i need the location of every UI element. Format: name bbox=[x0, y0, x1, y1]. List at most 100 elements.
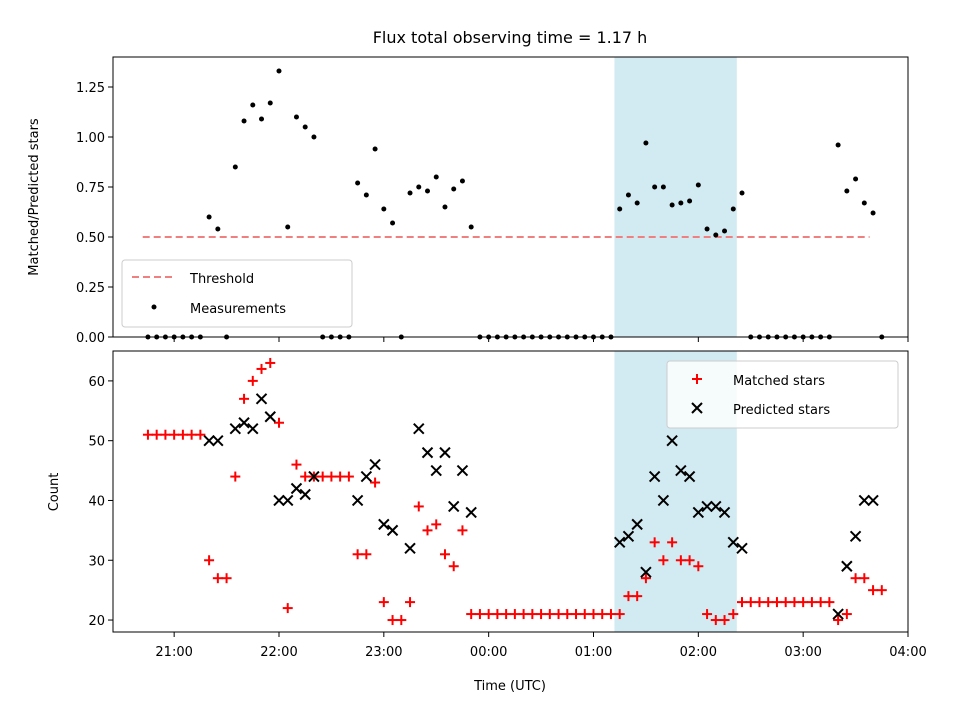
matched-star-marker bbox=[571, 609, 582, 620]
matched-star-marker bbox=[562, 609, 573, 620]
x-tick-label: 04:00 bbox=[889, 645, 926, 660]
predicted-star-marker bbox=[369, 458, 381, 471]
predicted-star-marker bbox=[299, 488, 311, 501]
predicted-legend-label: Predicted stars bbox=[733, 403, 830, 418]
measurement-point bbox=[390, 220, 396, 226]
count-y-tick-label: 30 bbox=[88, 554, 105, 569]
matched-star-marker bbox=[798, 597, 809, 608]
matched-star-marker bbox=[667, 537, 678, 548]
measurement-point bbox=[678, 200, 684, 206]
measurement-point bbox=[870, 210, 876, 216]
predicted-legend-marker bbox=[691, 402, 703, 414]
matched-star-marker bbox=[370, 477, 381, 488]
matched-star-marker bbox=[230, 471, 241, 482]
count-axes-frame bbox=[112, 350, 909, 633]
predicted-star-marker bbox=[203, 434, 215, 447]
matched-star-marker bbox=[317, 471, 328, 482]
measurement-point bbox=[302, 124, 308, 130]
measurement-point bbox=[215, 226, 221, 232]
matched-star-marker bbox=[195, 429, 206, 440]
matched-star-marker bbox=[335, 471, 346, 482]
measurement-point bbox=[669, 202, 675, 208]
count-legend-box bbox=[666, 360, 899, 429]
predicted-star-marker bbox=[404, 542, 416, 555]
matched-star-marker bbox=[876, 585, 887, 596]
measurement-point bbox=[232, 164, 238, 170]
matched-star-marker bbox=[413, 501, 424, 512]
predicted-star-marker bbox=[613, 536, 626, 549]
predicted-star-marker bbox=[448, 500, 460, 513]
matched-star-marker bbox=[239, 393, 250, 404]
matched-star-marker bbox=[649, 537, 660, 548]
matched-star-marker bbox=[597, 609, 608, 620]
measurement-point bbox=[617, 206, 623, 212]
matched-star-marker bbox=[247, 375, 258, 386]
matched-star-marker bbox=[204, 555, 215, 566]
ratio-legend-box bbox=[121, 259, 353, 328]
matched-star-marker bbox=[763, 597, 774, 608]
predicted-star-marker bbox=[675, 464, 687, 477]
matched-star-marker bbox=[745, 597, 756, 608]
matched-star-marker bbox=[771, 597, 782, 608]
matched-star-marker bbox=[780, 597, 791, 608]
matched-star-marker bbox=[169, 429, 180, 440]
matched-star-marker bbox=[378, 597, 389, 608]
ratio-y-tick-label: 1.00 bbox=[76, 131, 105, 146]
matched-star-marker bbox=[806, 597, 817, 608]
ratio-y-tick-label: 1.25 bbox=[76, 81, 105, 96]
measurement-point bbox=[293, 114, 299, 120]
matched-star-marker bbox=[737, 597, 748, 608]
measurement-point bbox=[442, 204, 448, 210]
matched-star-marker bbox=[457, 525, 468, 536]
predicted-star-marker bbox=[430, 464, 442, 477]
x-tick-label: 22:00 bbox=[260, 645, 297, 660]
measurement-point bbox=[451, 186, 457, 192]
predicted-star-marker bbox=[421, 446, 434, 459]
predicted-star-marker bbox=[255, 393, 268, 405]
ratio-y-tick-label: 0.00 bbox=[76, 331, 105, 346]
matched-star-marker bbox=[614, 609, 625, 620]
ratio-y-tick-label: 0.25 bbox=[76, 281, 105, 296]
measurement-point bbox=[241, 118, 247, 124]
predicted-star-marker bbox=[648, 470, 661, 483]
matched-star-marker bbox=[588, 609, 599, 620]
matched-star-marker bbox=[632, 591, 643, 602]
matched-star-marker bbox=[396, 615, 407, 626]
matched-star-marker bbox=[553, 609, 564, 620]
matched-star-marker bbox=[579, 609, 590, 620]
matched-star-marker bbox=[326, 471, 337, 482]
matched-star-marker bbox=[352, 549, 363, 560]
matched-star-marker bbox=[754, 597, 765, 608]
matched-star-marker bbox=[282, 603, 293, 614]
measurement-point bbox=[355, 180, 361, 186]
measurement-point bbox=[416, 184, 422, 190]
predicted-star-marker bbox=[282, 494, 294, 507]
predicted-star-marker bbox=[858, 494, 871, 507]
matched-legend-swatch bbox=[692, 374, 702, 384]
measurement-point bbox=[425, 188, 431, 194]
x-tick-label: 01:00 bbox=[575, 645, 612, 660]
predicted-star-marker bbox=[247, 423, 259, 435]
threshold-legend-label: Threshold bbox=[189, 272, 254, 287]
matched-star-marker bbox=[422, 525, 433, 536]
predicted-star-marker bbox=[841, 560, 853, 572]
count-y-tick-label: 20 bbox=[88, 614, 105, 629]
count-y-tick-label: 50 bbox=[88, 435, 105, 450]
chart-title: Flux total observing time = 1.17 h bbox=[373, 28, 648, 47]
predicted-star-marker bbox=[736, 542, 748, 555]
predicted-star-marker bbox=[456, 464, 469, 477]
measurement-point bbox=[250, 102, 256, 108]
predicted-star-markers bbox=[203, 393, 879, 620]
measurement-point bbox=[652, 184, 658, 190]
matched-star-marker bbox=[474, 609, 485, 620]
predicted-star-marker bbox=[701, 500, 713, 513]
predicted-star-marker bbox=[238, 417, 250, 429]
matched-star-marker bbox=[160, 429, 171, 440]
matched-star-marker bbox=[850, 573, 861, 584]
matched-star-marker bbox=[675, 555, 686, 566]
ratio-axis-ticks: 0.00 0.25 0.50 0.75 1.00 1.25 bbox=[76, 81, 909, 346]
predicted-star-marker bbox=[710, 500, 722, 513]
predicted-star-marker bbox=[832, 608, 844, 620]
matched-star-marker bbox=[291, 459, 302, 470]
matched-star-marker bbox=[815, 597, 826, 608]
